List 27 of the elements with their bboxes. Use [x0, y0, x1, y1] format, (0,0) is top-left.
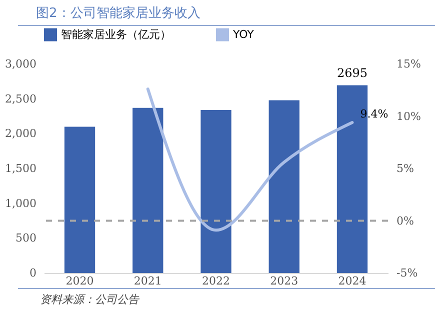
- y-tick-label: 1,500: [5, 162, 36, 175]
- bar: [200, 110, 232, 273]
- y-tick-label: 1,000: [5, 196, 36, 210]
- y-tick-label: 2,000: [5, 127, 36, 140]
- bar: [268, 100, 300, 273]
- x-tick-label: 2023: [270, 274, 298, 288]
- bar: [132, 108, 164, 273]
- y2-tick-label: -5%: [396, 266, 418, 280]
- legend-label: 智能家居业务（亿元）: [61, 28, 171, 41]
- x-tick-label: 2022: [202, 274, 230, 288]
- y-tick-label: 0: [30, 266, 36, 280]
- bar: [64, 126, 96, 273]
- y-tick-label: 500: [16, 232, 36, 245]
- chart-title: 图2：公司智能家居业务收入: [18, 0, 435, 26]
- y2-tick-label: 10%: [396, 110, 421, 123]
- x-tick-label: 2021: [134, 274, 162, 288]
- line-series: [146, 88, 354, 232]
- y2-tick-label: 0%: [396, 214, 414, 228]
- y-tick-label: 3,000: [5, 58, 36, 70]
- data-label: 2695: [336, 66, 368, 80]
- y-tick-label: 2,500: [5, 92, 36, 106]
- y2-tick-label: 5%: [396, 162, 414, 175]
- y2-tick-label: 15%: [396, 58, 421, 70]
- legend-label: YOY: [232, 28, 254, 41]
- text: 资料来源：公司公告: [18, 288, 435, 307]
- x-tick-label: 2020: [66, 274, 94, 288]
- x-tick-label: 2024: [338, 274, 366, 288]
